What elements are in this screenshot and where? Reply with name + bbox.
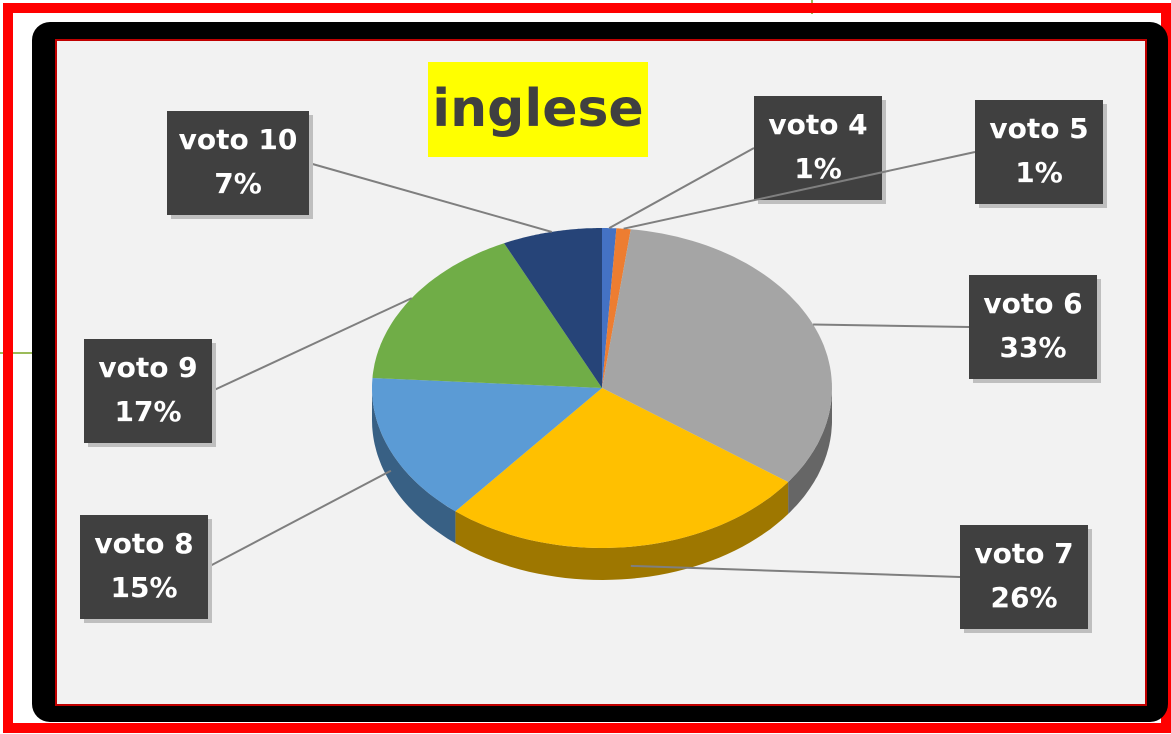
leader-line [608,147,755,229]
label-category: voto 10 [179,123,298,156]
label-category: voto 8 [94,527,193,560]
slice [372,378,602,512]
slice [602,229,832,482]
pie [372,228,832,580]
labels: voto 4 1% voto 5 1% voto 6 33% voto 7 26% voto 8… [80,96,1107,633]
label-category: voto 5 [989,112,1088,145]
label-box [80,515,208,619]
label-value: 26% [990,581,1057,614]
leader-line [207,469,392,568]
label-box [969,275,1097,379]
slice-side [372,388,456,544]
slice [602,228,631,388]
label-box [960,525,1088,629]
slice [602,228,617,388]
leader-line [623,151,976,230]
slice [455,388,789,548]
leader-line [630,564,961,578]
title-box [428,62,648,157]
label-box [975,100,1103,204]
label-box [167,111,309,215]
label-category: voto 7 [974,537,1073,570]
label-category: voto 6 [983,287,1082,320]
leader-line [211,297,413,392]
label-value: 1% [1015,156,1063,189]
label-box [84,339,212,443]
label-category: voto 9 [98,351,197,384]
label-value: 33% [999,331,1066,364]
label-value: 17% [114,395,181,428]
label-value: 1% [794,152,842,185]
chart-title: inglese [432,79,643,139]
leader-line [813,323,970,328]
slice [372,243,602,388]
label-value: 15% [110,571,177,604]
label-category: voto 4 [768,108,867,141]
label-value: 7% [214,167,262,200]
slice-side [788,388,832,514]
slice [504,228,602,388]
slice-side [455,482,789,580]
leader-line [308,162,553,233]
label-box [754,96,882,200]
